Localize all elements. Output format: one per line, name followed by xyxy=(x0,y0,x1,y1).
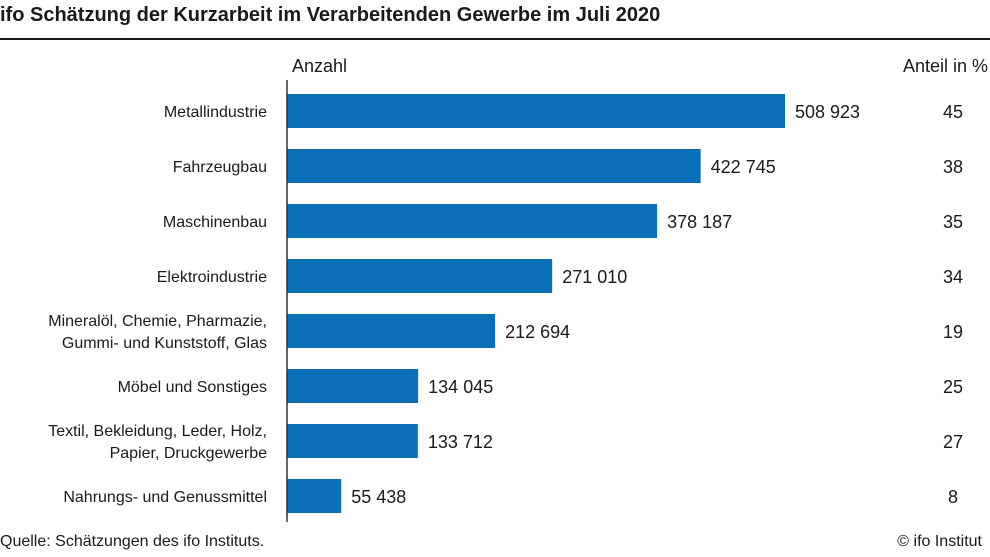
source-note: Quelle: Schätzungen des ifo Instituts. xyxy=(0,533,265,550)
bar xyxy=(287,424,418,458)
value-label: 55 438 xyxy=(351,487,406,507)
category-label: Papier, Druckgewerbe xyxy=(110,445,268,462)
bar xyxy=(287,204,658,238)
category-label: Gummi- und Kunststoff, Glas xyxy=(62,335,267,352)
copyright-note: © ifo Institut xyxy=(897,533,982,550)
category-label: Metallindustrie xyxy=(164,104,267,121)
title-divider xyxy=(0,38,990,40)
bar xyxy=(287,369,419,403)
share-label: 45 xyxy=(943,102,963,122)
value-label: 271 010 xyxy=(562,267,627,287)
share-column-header: Anteil in % xyxy=(903,56,988,76)
category-label: Elektroindustrie xyxy=(157,269,267,286)
category-label: Möbel und Sonstiges xyxy=(118,379,267,396)
bar xyxy=(287,314,496,348)
category-label: Fahrzeugbau xyxy=(173,159,267,176)
bar xyxy=(287,259,553,293)
bar xyxy=(287,149,701,183)
share-label: 35 xyxy=(943,212,963,232)
value-label: 212 694 xyxy=(505,322,570,342)
value-label: 378 187 xyxy=(667,212,732,232)
value-label: 508 923 xyxy=(795,102,860,122)
share-label: 25 xyxy=(943,377,963,397)
category-label: Textil, Bekleidung, Leder, Holz, xyxy=(48,423,267,440)
share-label: 38 xyxy=(943,157,963,177)
share-label: 19 xyxy=(943,322,963,342)
bar xyxy=(287,94,785,128)
value-label: 134 045 xyxy=(428,377,493,397)
chart-title: ifo Schätzung der Kurzarbeit im Verarbei… xyxy=(0,4,661,26)
bar xyxy=(287,479,342,513)
category-label: Mineralöl, Chemie, Pharmazie, xyxy=(48,313,267,330)
category-label: Maschinenbau xyxy=(163,214,267,231)
value-label: 422 745 xyxy=(711,157,776,177)
x-axis-label: Anzahl xyxy=(292,56,347,76)
share-label: 34 xyxy=(943,267,963,287)
share-label: 8 xyxy=(948,487,958,507)
share-label: 27 xyxy=(943,432,963,452)
bar-chart: Anzahl Anteil in % 508 923 45 Metallindustri… xyxy=(48,56,988,522)
category-label: Nahrungs- und Genussmittel xyxy=(63,489,267,506)
value-label: 133 712 xyxy=(428,432,493,452)
